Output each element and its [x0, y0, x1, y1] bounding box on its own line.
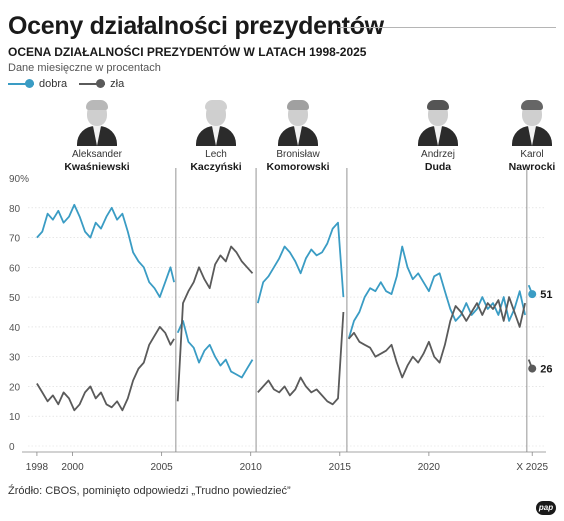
president-kaczynski: Lech Kaczyński [166, 98, 266, 174]
portrait-kaczynski-icon [194, 98, 238, 146]
president-duda: Andrzej Duda [388, 98, 488, 174]
president-last-name: Nawrocki [508, 161, 556, 173]
y-tick-label: 80 [9, 204, 21, 215]
president-first-name: Lech [205, 149, 227, 160]
portrait-duda-icon [416, 98, 460, 146]
portrait-kwasniewski-icon [75, 98, 119, 146]
y-tick-label: 30 [9, 353, 21, 364]
title-divider [338, 27, 556, 28]
portrait-komorowski-icon [276, 98, 320, 146]
legend-swatch-bad [79, 78, 106, 90]
series-line-good [176, 319, 254, 379]
legend-label-good: dobra [39, 78, 68, 90]
chart-subtitle: OCENA DZIAŁALNOŚCI PREZYDENTÓW W LATACH … [8, 45, 367, 59]
portrait-nawrocki-icon [510, 98, 554, 146]
logo-text: pap [538, 503, 554, 512]
president-last-name: Komorowski [266, 161, 330, 173]
x-tick-label: X 2025 [516, 462, 548, 473]
series-line-bad [176, 245, 254, 402]
series-line-bad [257, 311, 345, 406]
chart-legend: dobra zła [8, 78, 136, 90]
president-komorowski: Bronisław Komorowski [248, 98, 348, 174]
legend-item-good: dobra [8, 78, 67, 90]
pap-logo: pap [536, 501, 556, 515]
x-tick-label: 2015 [329, 462, 352, 473]
president-first-name: Karol [520, 149, 544, 160]
end-point-marker [528, 364, 537, 373]
y-tick-label: 70 [9, 234, 21, 245]
president-first-name: Bronisław [276, 149, 320, 160]
president-last-name: Kaczyński [190, 161, 242, 173]
y-tick-label: 20 [9, 382, 21, 393]
legend-swatch-good [8, 78, 34, 90]
legend-label-bad: zła [110, 78, 125, 90]
end-value-label: 26 [540, 364, 552, 376]
y-tick-label: 10 [9, 412, 21, 423]
page-title: Oceny działalności prezydentów [8, 12, 384, 40]
y-top-label: 90% [9, 174, 29, 185]
x-tick-label: 1998 [26, 462, 49, 473]
president-first-name: Aleksander [71, 149, 123, 160]
series-line-bad [348, 296, 526, 379]
series-line-good [347, 245, 526, 340]
x-tick-label: 2020 [418, 462, 441, 473]
series-line-bad [36, 325, 175, 412]
series-line-good [256, 221, 345, 304]
y-tick-label: 0 [9, 442, 15, 453]
president-last-name: Duda [424, 161, 452, 173]
x-tick-label: 2005 [151, 462, 174, 473]
end-point-marker [528, 290, 537, 299]
president-first-name: Andrzej [421, 149, 455, 160]
y-tick-label: 50 [9, 293, 21, 304]
series-line-good [36, 203, 175, 299]
source-note: Źródło: CBOS, pominięto odpowiedzi „Trud… [8, 485, 291, 497]
y-tick-label: 40 [9, 323, 21, 334]
end-value-label: 51 [540, 289, 552, 301]
x-tick-label: 2010 [240, 462, 263, 473]
president-kwasniewski: Aleksander Kwaśniewski [47, 98, 147, 174]
x-tick-label: 2000 [61, 462, 84, 473]
president-nawrocki: Karol Nawrocki [482, 98, 564, 174]
president-last-name: Kwaśniewski [64, 161, 130, 173]
y-tick-label: 60 [9, 263, 21, 274]
legend-item-bad: zła [79, 78, 124, 90]
chart-note: Dane miesięczne w procentach [8, 62, 161, 74]
